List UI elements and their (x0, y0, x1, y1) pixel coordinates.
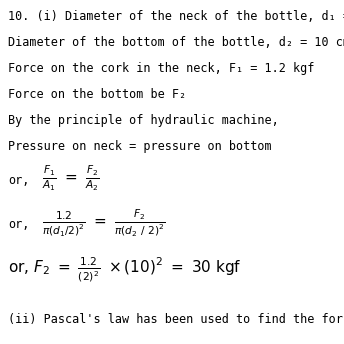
Text: By the principle of hydraulic machine,: By the principle of hydraulic machine, (8, 114, 279, 127)
Text: Diameter of the bottom of the bottle, d₂ = 10 cm: Diameter of the bottom of the bottle, d₂… (8, 36, 344, 49)
Text: or, $F_2\ =\ \frac{1.2}{(2)^2}\ \times(10)^2\ =\ 30$ kgf: or, $F_2\ =\ \frac{1.2}{(2)^2}\ \times(1… (8, 256, 241, 284)
Text: Pressure on neck = pressure on bottom: Pressure on neck = pressure on bottom (8, 140, 272, 153)
Text: Force on the bottom be F₂: Force on the bottom be F₂ (8, 88, 186, 101)
Text: or,: or, (8, 174, 29, 187)
Text: or,: or, (8, 218, 29, 231)
Text: (ii) Pascal's law has been used to find the force.: (ii) Pascal's law has been used to find … (8, 313, 344, 326)
Text: $\frac{F_1}{A_1}\ =\ \frac{F_2}{A_2}$: $\frac{F_1}{A_1}\ =\ \frac{F_2}{A_2}$ (42, 164, 100, 193)
Text: Force on the cork in the neck, F₁ = 1.2 kgf: Force on the cork in the neck, F₁ = 1.2 … (8, 62, 314, 75)
Text: $\frac{1.2}{\pi(d_1/2)^2}\ =\ \frac{F_2}{\pi(d_2\ /\ 2)^2}$: $\frac{1.2}{\pi(d_1/2)^2}\ =\ \frac{F_2}… (42, 208, 165, 239)
Text: 10. (i) Diameter of the neck of the bottle, d₁ = 2 cm: 10. (i) Diameter of the neck of the bott… (8, 10, 344, 23)
